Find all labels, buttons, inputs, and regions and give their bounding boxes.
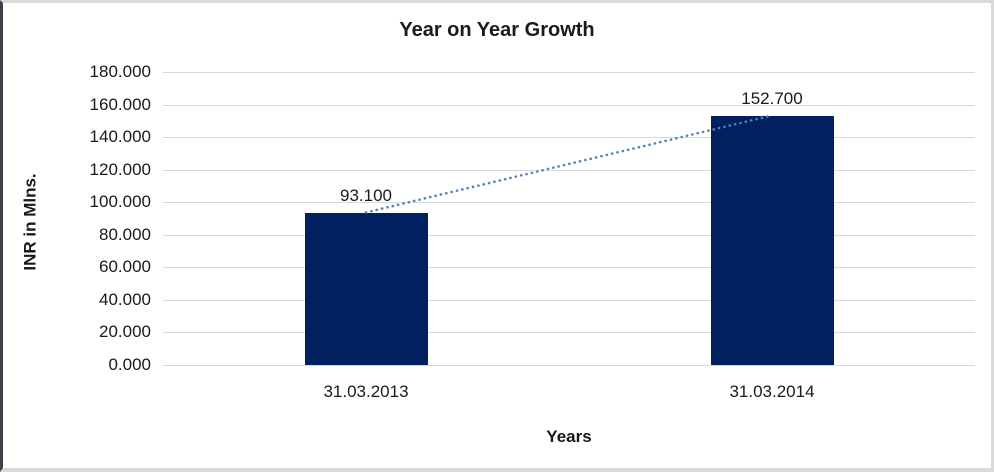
gridline [163, 299, 975, 301]
gridline [163, 104, 975, 106]
y-tick-label: 20.000 [99, 322, 151, 342]
y-tick-label: 0.000 [108, 355, 151, 374]
bar-value-label: 152.700 [741, 89, 803, 109]
plot-area [163, 72, 975, 366]
bar-value-label: 93.100 [340, 186, 392, 206]
y-tick-label: 60.000 [99, 257, 151, 277]
y-tick-label: 40.000 [99, 289, 151, 309]
gridline [163, 137, 975, 139]
gridline [163, 234, 975, 236]
gridline [163, 202, 975, 204]
y-tick-label: 180.000 [89, 62, 151, 81]
gridline [163, 72, 975, 73]
x-tick-label: 31.03.2013 [323, 382, 409, 401]
gridline [163, 332, 975, 334]
x-axis-line [163, 365, 975, 366]
y-tick-label: 120.000 [89, 159, 151, 179]
chart-title: Year on Year Growth [399, 19, 595, 41]
y-tick-label: 80.000 [99, 224, 151, 244]
x-axis-title: Years [546, 427, 592, 446]
y-tick-label: 160.000 [89, 94, 151, 114]
y-tick-label: 140.000 [89, 127, 151, 147]
bar-31.03.2014 [710, 116, 834, 365]
y-axis-title-text: INR in Mlns. [21, 172, 40, 271]
y-tick-label: 100.000 [89, 192, 151, 212]
x-tick-label: 31.03.2014 [729, 382, 815, 401]
bar-31.03.2013 [304, 213, 428, 365]
gridline [163, 267, 975, 269]
gridline [163, 169, 975, 171]
